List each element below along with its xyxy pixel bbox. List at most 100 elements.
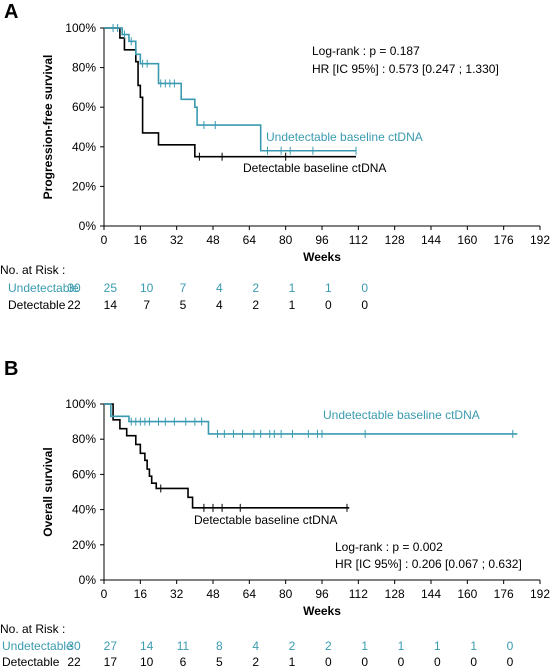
x-tick-label: 96 bbox=[315, 233, 329, 247]
risk-count: 0 bbox=[434, 655, 441, 668]
risk-count: 30 bbox=[67, 281, 81, 295]
risk-count: 0 bbox=[325, 655, 332, 668]
y-tick-label: 80% bbox=[72, 61, 96, 75]
risk-count: 1 bbox=[398, 639, 405, 653]
x-tick-label: 144 bbox=[421, 587, 441, 601]
survival-curve-undetectable bbox=[104, 403, 518, 435]
curve-label-detectable: Detectable baseline ctDNA bbox=[194, 513, 337, 527]
y-tick-label: 0% bbox=[79, 573, 97, 587]
risk-count: 5 bbox=[180, 298, 187, 312]
x-tick-label: 32 bbox=[170, 233, 184, 247]
hazard-ratio-annotation: HR [IC 95%] : 0.573 [0.247 ; 1.330] bbox=[312, 62, 499, 76]
risk-count: 5 bbox=[216, 655, 223, 668]
risk-count: 2 bbox=[289, 639, 296, 653]
x-tick-label: 80 bbox=[279, 233, 293, 247]
x-tick-label: 192 bbox=[530, 587, 550, 601]
y-tick-label: 20% bbox=[72, 538, 96, 552]
y-tick-label: 60% bbox=[72, 467, 96, 481]
risk-count: 0 bbox=[470, 655, 477, 668]
x-tick-label: 16 bbox=[134, 587, 148, 601]
risk-count: 1 bbox=[289, 655, 296, 668]
risk-count: 1 bbox=[470, 639, 477, 653]
x-tick-label: 160 bbox=[457, 587, 477, 601]
x-tick-label: 64 bbox=[243, 233, 257, 247]
y-tick-label: 40% bbox=[72, 140, 96, 154]
risk-count: 4 bbox=[252, 639, 259, 653]
x-tick-label: 128 bbox=[385, 233, 405, 247]
x-axis-title: Weeks bbox=[303, 604, 341, 618]
y-axis-title: Overall survival bbox=[41, 447, 55, 536]
x-tick-label: 160 bbox=[457, 233, 477, 247]
x-tick-label: 48 bbox=[206, 233, 220, 247]
x-tick-label: 144 bbox=[421, 233, 441, 247]
x-axis-title: Weeks bbox=[303, 250, 341, 264]
panel-b: B0%20%40%60%80%100%0 16 32 48 64 80 96 112 128 14… bbox=[0, 358, 550, 668]
risk-count: 10 bbox=[140, 281, 154, 295]
risk-count: 4 bbox=[216, 298, 223, 312]
risk-count: 1 bbox=[289, 298, 296, 312]
risk-count: 2 bbox=[252, 281, 259, 295]
risk-count: 6 bbox=[180, 655, 187, 668]
risk-count: 8 bbox=[216, 639, 223, 653]
panel-letter: B bbox=[4, 358, 18, 380]
risk-count: 0 bbox=[507, 639, 514, 653]
risk-count: 2 bbox=[325, 639, 332, 653]
risk-count: 27 bbox=[104, 639, 118, 653]
risk-count: 0 bbox=[398, 655, 405, 668]
curve-label-undetectable: Undetectable baseline ctDNA bbox=[323, 408, 480, 422]
risk-table-header: No. at Risk : bbox=[0, 622, 65, 636]
risk-count: 17 bbox=[104, 655, 118, 668]
x-tick-label: 16 bbox=[134, 233, 148, 247]
x-tick-label: 192 bbox=[530, 233, 550, 247]
risk-count: 0 bbox=[507, 655, 514, 668]
risk-count: 7 bbox=[143, 298, 150, 312]
risk-count: 30 bbox=[67, 639, 81, 653]
risk-count: 1 bbox=[325, 281, 332, 295]
risk-count: 7 bbox=[180, 281, 187, 295]
x-tick-label: 64 bbox=[243, 587, 257, 601]
log-rank-annotation: Log-rank : p = 0.187 bbox=[312, 44, 420, 58]
risk-row-label: Detectable bbox=[2, 655, 60, 668]
curve-label-undetectable: Undetectable baseline ctDNA bbox=[266, 130, 423, 144]
survival-curve-undetectable bbox=[104, 27, 357, 152]
risk-count: 1 bbox=[289, 281, 296, 295]
risk-row-label: Undetectable bbox=[2, 639, 73, 653]
risk-count: 11 bbox=[177, 639, 190, 653]
risk-count: 4 bbox=[216, 281, 223, 295]
risk-count: 10 bbox=[140, 655, 154, 668]
x-tick-label: 0 bbox=[101, 233, 108, 247]
risk-count: 0 bbox=[361, 655, 368, 668]
risk-count: 0 bbox=[361, 298, 368, 312]
x-tick-label: 0 bbox=[101, 587, 108, 601]
y-axis-title: Progression-free survival bbox=[41, 55, 55, 200]
risk-row-label: Detectable bbox=[8, 298, 66, 312]
y-tick-label: 60% bbox=[72, 100, 96, 114]
risk-count: 2 bbox=[252, 298, 259, 312]
y-tick-label: 100% bbox=[65, 21, 96, 35]
x-tick-label: 96 bbox=[315, 587, 329, 601]
x-tick-label: 176 bbox=[494, 233, 514, 247]
risk-count: 22 bbox=[67, 655, 81, 668]
x-tick-label: 176 bbox=[494, 587, 514, 601]
x-tick-label: 112 bbox=[349, 233, 368, 247]
y-tick-label: 80% bbox=[72, 432, 96, 446]
x-tick-label: 48 bbox=[206, 587, 220, 601]
panel-letter: A bbox=[4, 1, 18, 23]
risk-count: 1 bbox=[434, 639, 441, 653]
risk-count: 14 bbox=[104, 298, 118, 312]
risk-count: 2 bbox=[252, 655, 259, 668]
x-tick-label: 128 bbox=[385, 587, 405, 601]
survival-curve-detectable bbox=[104, 27, 357, 158]
risk-count: 22 bbox=[67, 298, 81, 312]
risk-table-header: No. at Risk : bbox=[0, 263, 65, 277]
risk-count: 0 bbox=[325, 298, 332, 312]
x-tick-label: 112 bbox=[349, 587, 368, 601]
risk-count: 25 bbox=[104, 281, 118, 295]
log-rank-annotation: Log-rank : p = 0.002 bbox=[335, 540, 443, 554]
y-tick-label: 0% bbox=[79, 219, 97, 233]
risk-count: 0 bbox=[361, 281, 368, 295]
x-tick-label: 32 bbox=[170, 587, 184, 601]
survival-curve-detectable bbox=[104, 403, 350, 509]
y-tick-label: 20% bbox=[72, 179, 96, 193]
